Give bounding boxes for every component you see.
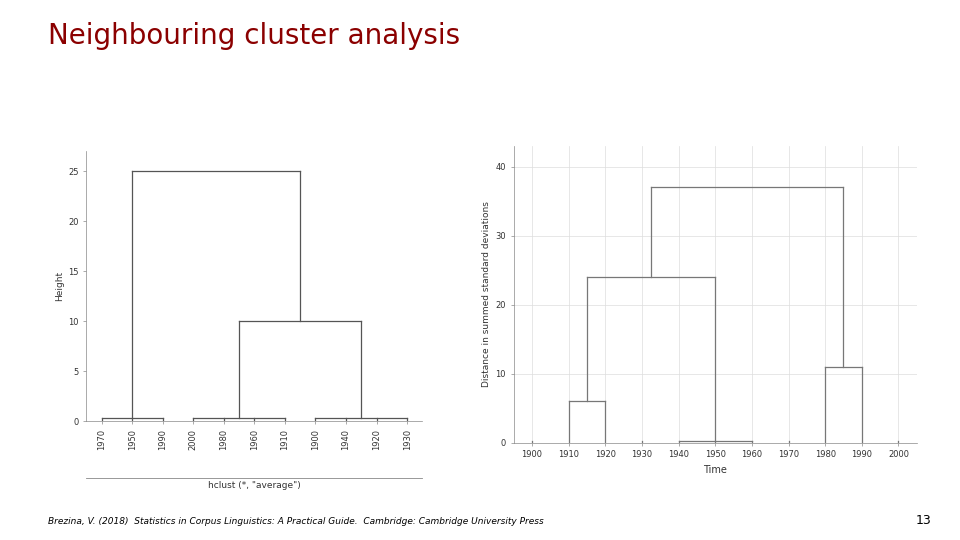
X-axis label: Time: Time	[704, 465, 727, 475]
Y-axis label: Distance in summed standard deviations: Distance in summed standard deviations	[482, 201, 492, 387]
Text: hclust (*, "average"): hclust (*, "average")	[208, 481, 300, 490]
Text: Neighbouring cluster analysis: Neighbouring cluster analysis	[48, 22, 460, 50]
Text: 13: 13	[916, 514, 931, 526]
Text: Brezina, V. (2018)  Statistics in Corpus Linguistics: A Practical Guide.  Cambri: Brezina, V. (2018) Statistics in Corpus …	[48, 517, 543, 526]
Y-axis label: Height: Height	[55, 271, 64, 301]
